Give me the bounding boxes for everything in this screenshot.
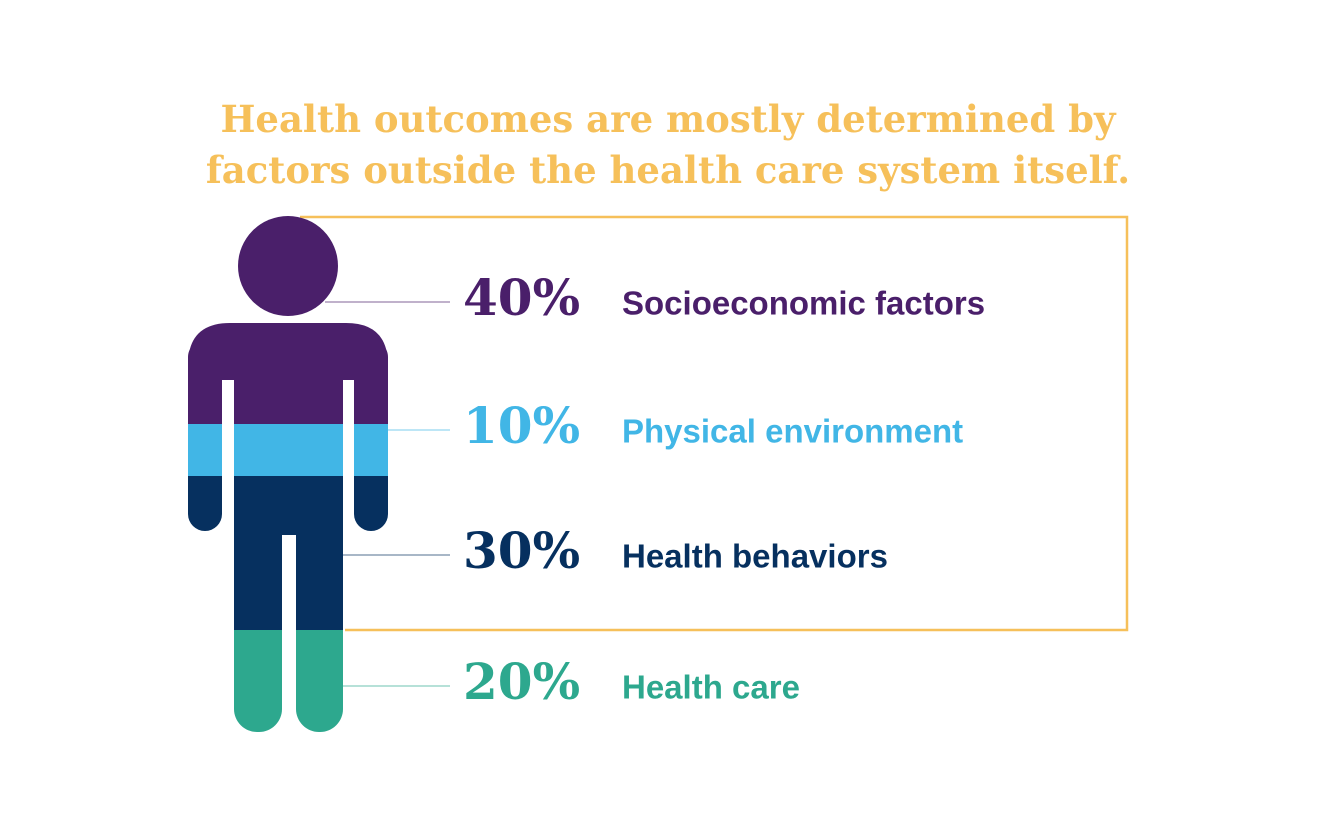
percent: 10% — [463, 396, 580, 455]
head — [238, 216, 338, 316]
body-band — [188, 476, 388, 630]
legend: 40% Socioeconomic factors 10% Physical envi… — [325, 268, 985, 711]
percent: 40% — [463, 268, 580, 327]
factor-label: Health care — [622, 669, 800, 706]
body-band — [188, 424, 388, 476]
factor-label: Socioeconomic factors — [622, 285, 985, 322]
body — [188, 323, 388, 732]
factor-label: Physical environment — [622, 413, 963, 450]
percent: 30% — [463, 521, 580, 580]
frame — [300, 215, 1129, 632]
factor-label: Health behaviors — [622, 538, 888, 575]
title-line: factors outside the health care system i… — [206, 148, 1130, 192]
percent: 20% — [463, 652, 580, 711]
human-figure — [188, 216, 388, 732]
body-band — [188, 323, 388, 424]
title-line: Health outcomes are mostly determined by — [220, 97, 1117, 141]
